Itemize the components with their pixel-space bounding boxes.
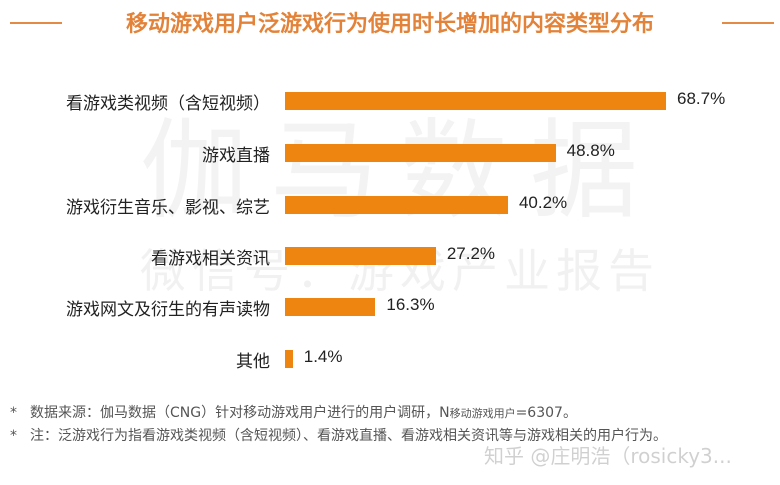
bar-chart: 看游戏类视频（含短视频） 68.7% 游戏直播 48.8% 游戏衍生音乐、影视、… (0, 89, 780, 372)
title-divider-left (10, 22, 62, 24)
definition-note: * 注：泛游戏行为指看游戏类视频（含短视频）、看游戏直播、看游戏相关资讯等与游戏… (10, 425, 770, 447)
bar-row: 其他 1.4% (0, 347, 780, 372)
bar (285, 144, 556, 162)
category-label: 看游戏类视频（含短视频） (66, 94, 270, 114)
bar (285, 350, 293, 368)
category-label: 其他 (236, 352, 270, 372)
value-label: 48.8% (566, 141, 615, 160)
value-label: 16.3% (386, 295, 435, 314)
chart-header: 移动游戏用户泛游戏行为使用时长增加的内容类型分布 (0, 0, 780, 44)
definition-text: 注：泛游戏行为指看游戏类视频（含短视频）、看游戏直播、看游戏相关资讯等与游戏相关… (30, 428, 667, 444)
bar (285, 196, 508, 214)
bar (285, 298, 376, 316)
bar-row: 游戏直播 48.8% (0, 141, 780, 166)
chart-title: 移动游戏用户泛游戏行为使用时长增加的内容类型分布 (125, 12, 654, 37)
bar-row: 看游戏类视频（含短视频） 68.7% (0, 89, 780, 114)
category-label: 游戏直播 (202, 146, 270, 166)
value-label: 68.7% (677, 89, 726, 108)
title-divider-right (722, 22, 774, 24)
footnotes: * 数据来源：伽马数据（CNG）针对移动游戏用户进行的用户调研，N移动游戏用户=… (10, 402, 770, 447)
bar-row: 游戏衍生音乐、影视、综艺 40.2% (0, 193, 780, 218)
value-label: 40.2% (518, 193, 568, 212)
bar-row: 看游戏相关资讯 27.2% (0, 244, 780, 269)
bar (285, 92, 666, 110)
source-count: =6307。 (515, 405, 577, 421)
source-subscript: 移动游戏用户 (449, 407, 516, 420)
category-label: 看游戏相关资讯 (151, 249, 270, 269)
category-label: 游戏网文及衍生的有声读物 (66, 300, 270, 320)
value-label: 1.4% (303, 347, 343, 366)
bar (285, 247, 436, 265)
source-note: * 数据来源：伽马数据（CNG）针对移动游戏用户进行的用户调研，N移动游戏用户=… (10, 402, 770, 425)
asterisk: * (10, 405, 17, 421)
bar-row: 游戏网文及衍生的有声读物 16.3% (0, 295, 780, 320)
value-label: 27.2% (446, 244, 496, 263)
category-label: 游戏衍生音乐、影视、综艺 (66, 198, 270, 218)
zhihu-watermark: 知乎 @庄明浩（rosicky3... (484, 444, 732, 468)
source-text: 数据来源：伽马数据（CNG）针对移动游戏用户进行的用户调研，N (30, 405, 450, 421)
asterisk: * (10, 428, 17, 444)
